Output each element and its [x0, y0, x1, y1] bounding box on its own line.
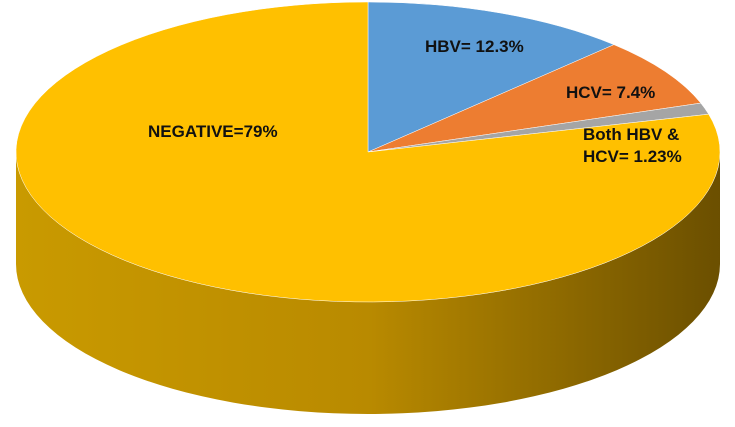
pie-slice [15, 1, 721, 303]
slice-label: HCV= 7.4% [566, 83, 656, 102]
pie-slice [367, 1, 615, 153]
slice-label: NEGATIVE=79% [148, 122, 278, 141]
pie-side [16, 152, 720, 414]
slice-label: Both HBV & HCV= 1.23% [583, 125, 682, 166]
slice-label: HBV= 12.3% [425, 37, 524, 56]
pie-slice [367, 44, 702, 153]
